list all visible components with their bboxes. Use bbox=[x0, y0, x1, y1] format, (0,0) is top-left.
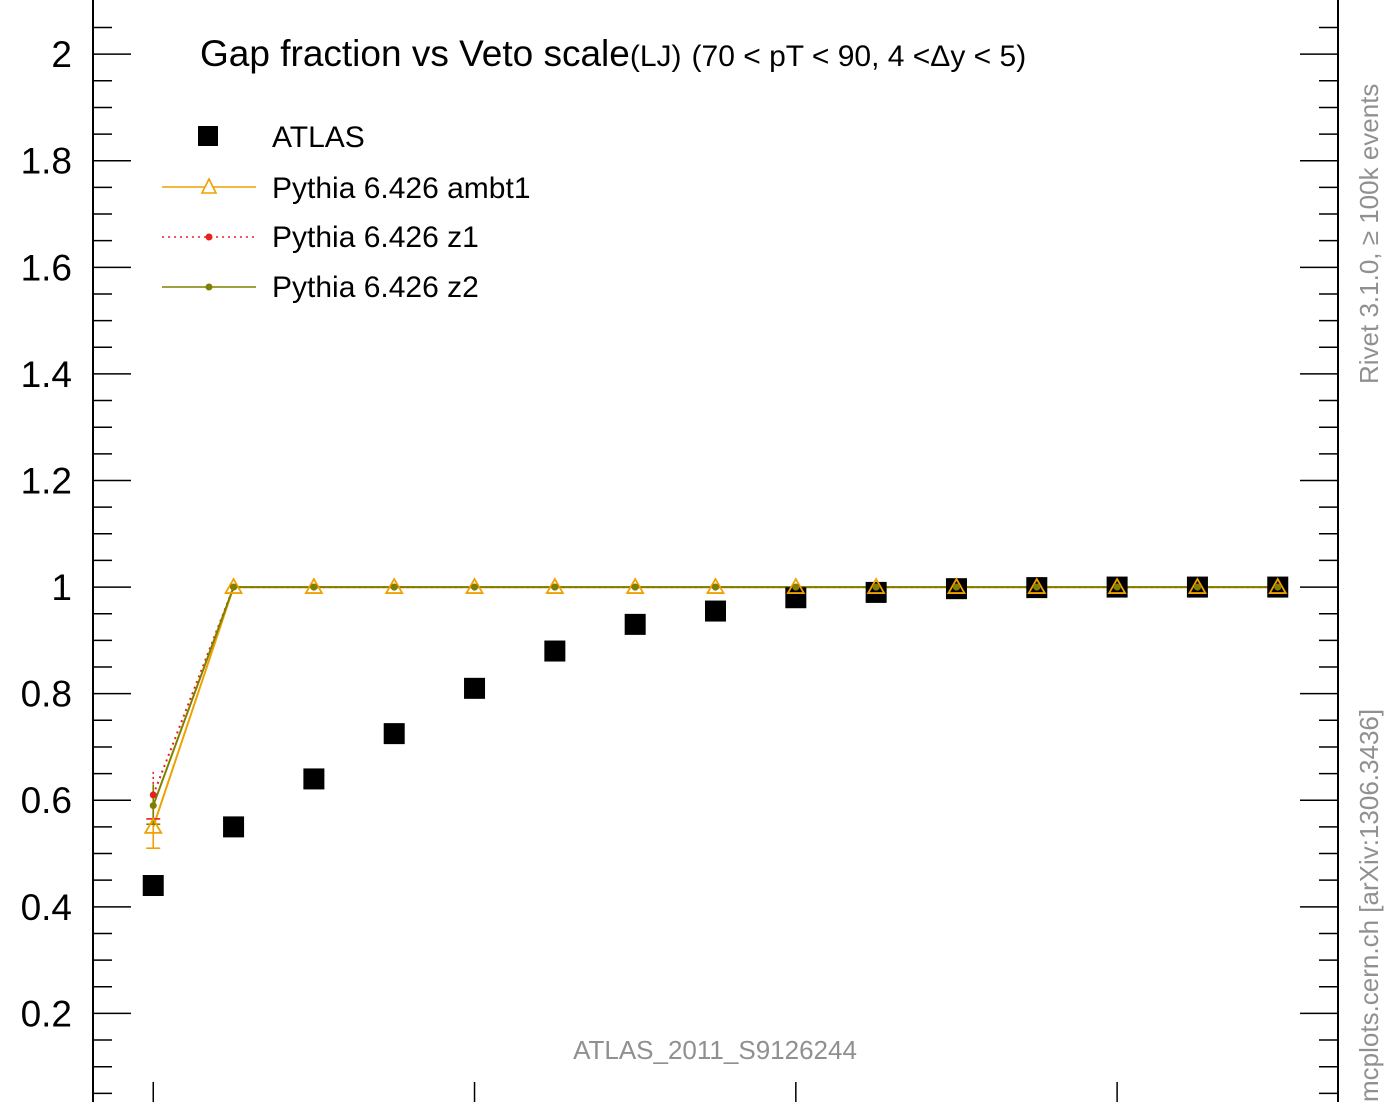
data-point-dot bbox=[952, 583, 960, 591]
data-point-atlas bbox=[464, 677, 486, 699]
svg-text:Gap fraction vs Veto scale(LJ): Gap fraction vs Veto scale(LJ) (70 < pT <… bbox=[200, 33, 1026, 74]
data-point-dot bbox=[551, 583, 559, 591]
data-point-triangle bbox=[143, 817, 163, 834]
data-point-atlas bbox=[142, 875, 164, 897]
y-tick-label: 1.6 bbox=[21, 247, 72, 288]
data-point-dot bbox=[631, 583, 639, 591]
legend-marker-ambt1 bbox=[200, 177, 218, 194]
legend-label-ambt1: Pythia 6.426 ambt1 bbox=[272, 172, 531, 205]
legend-entry-ambt1: Pythia 6.426 ambt1 bbox=[162, 172, 531, 205]
rivet-version-label: Rivet 3.1.0, ≥ 100k events bbox=[1354, 84, 1384, 384]
legend-entry-atlas: ATLAS bbox=[198, 121, 365, 154]
chart-title-suffix: (LJ) bbox=[630, 40, 682, 73]
y-tick-label: 2 bbox=[51, 34, 72, 75]
data-point-triangle bbox=[304, 577, 324, 594]
series-line bbox=[152, 586, 1278, 828]
data-point-dot bbox=[310, 583, 318, 591]
plot-axes: 0.2 0.4 0.6 0.8 1 1.2 1.4 1.6 1.8 2 bbox=[21, 0, 1339, 1102]
data-point-dot bbox=[471, 583, 479, 591]
y-tick-label: 1 bbox=[51, 567, 72, 608]
data-point-dot bbox=[1274, 583, 1282, 591]
data-point-dot bbox=[149, 791, 157, 799]
data-point-triangle bbox=[625, 577, 645, 594]
data-point-triangle bbox=[464, 577, 485, 594]
data-point-dot bbox=[1033, 583, 1041, 591]
legend-label-z2: Pythia 6.426 z2 bbox=[272, 271, 479, 304]
analysis-id-label: ATLAS_2011_S9126244 bbox=[573, 1035, 857, 1065]
data-point-atlas bbox=[383, 723, 405, 745]
data-point-triangle bbox=[1107, 577, 1127, 594]
data-point-dot bbox=[1113, 583, 1121, 591]
data-point-atlas bbox=[303, 768, 325, 790]
data-point-triangle bbox=[224, 577, 244, 594]
y-tick-label: 0.2 bbox=[21, 993, 72, 1034]
data-point-atlas bbox=[544, 640, 566, 662]
series-1-markers bbox=[143, 577, 1288, 834]
legend-label-z1: Pythia 6.426 z1 bbox=[272, 221, 479, 254]
data-point-triangle bbox=[866, 577, 886, 594]
data-point-triangle bbox=[384, 577, 404, 594]
data-point-atlas bbox=[624, 613, 646, 635]
data-point-triangle bbox=[946, 577, 967, 594]
data-point-triangle bbox=[1268, 577, 1288, 594]
data-point-triangle bbox=[545, 577, 565, 594]
data-point-triangle bbox=[786, 577, 806, 594]
data-point-dot bbox=[792, 583, 800, 591]
data-point-dot bbox=[712, 583, 719, 591]
chart-subtitle: (70 < pT < 90, 4 <Δy < 5) bbox=[692, 40, 1027, 73]
series-3-markers bbox=[149, 583, 1282, 810]
data-point-dot bbox=[230, 583, 238, 591]
y-tick-label: 1.8 bbox=[21, 141, 72, 182]
data-point-dot bbox=[390, 583, 398, 591]
legend-entry-z2: Pythia 6.426 z2 bbox=[162, 271, 479, 304]
legend-label-atlas: ATLAS bbox=[272, 121, 365, 154]
y-tick-label: 1.4 bbox=[21, 354, 72, 395]
legend-marker-z2 bbox=[205, 283, 213, 291]
y-tick-label: 0.4 bbox=[21, 887, 72, 928]
mcplots-source-label: mcplots.cern.ch [arXiv:1306.3436] bbox=[1354, 709, 1384, 1102]
legend: ATLAS Pythia 6.426 ambt1 Pythia 6.426 z1… bbox=[162, 121, 531, 304]
data-point-dot bbox=[1193, 583, 1201, 591]
data-point-triangle bbox=[1027, 577, 1047, 594]
series-1-group bbox=[146, 586, 1278, 850]
chart-title: Gap fraction vs Veto scale bbox=[200, 33, 630, 74]
y-tick-label: 1.2 bbox=[21, 460, 72, 501]
data-point-triangle bbox=[1187, 577, 1207, 594]
data-point-triangle bbox=[705, 577, 726, 594]
y-tick-label: 0.8 bbox=[21, 674, 72, 715]
data-point-atlas bbox=[705, 600, 726, 622]
y-tick-label: 0.6 bbox=[21, 780, 72, 821]
plot-series bbox=[142, 576, 1289, 897]
data-point-dot bbox=[149, 802, 157, 810]
legend-entry-z1: Pythia 6.426 z1 bbox=[162, 221, 479, 254]
legend-marker-atlas bbox=[198, 126, 218, 146]
data-point-dot bbox=[872, 583, 880, 591]
data-point-atlas bbox=[223, 816, 245, 838]
legend-marker-z1 bbox=[205, 233, 213, 241]
series-0-markers bbox=[142, 576, 1289, 897]
